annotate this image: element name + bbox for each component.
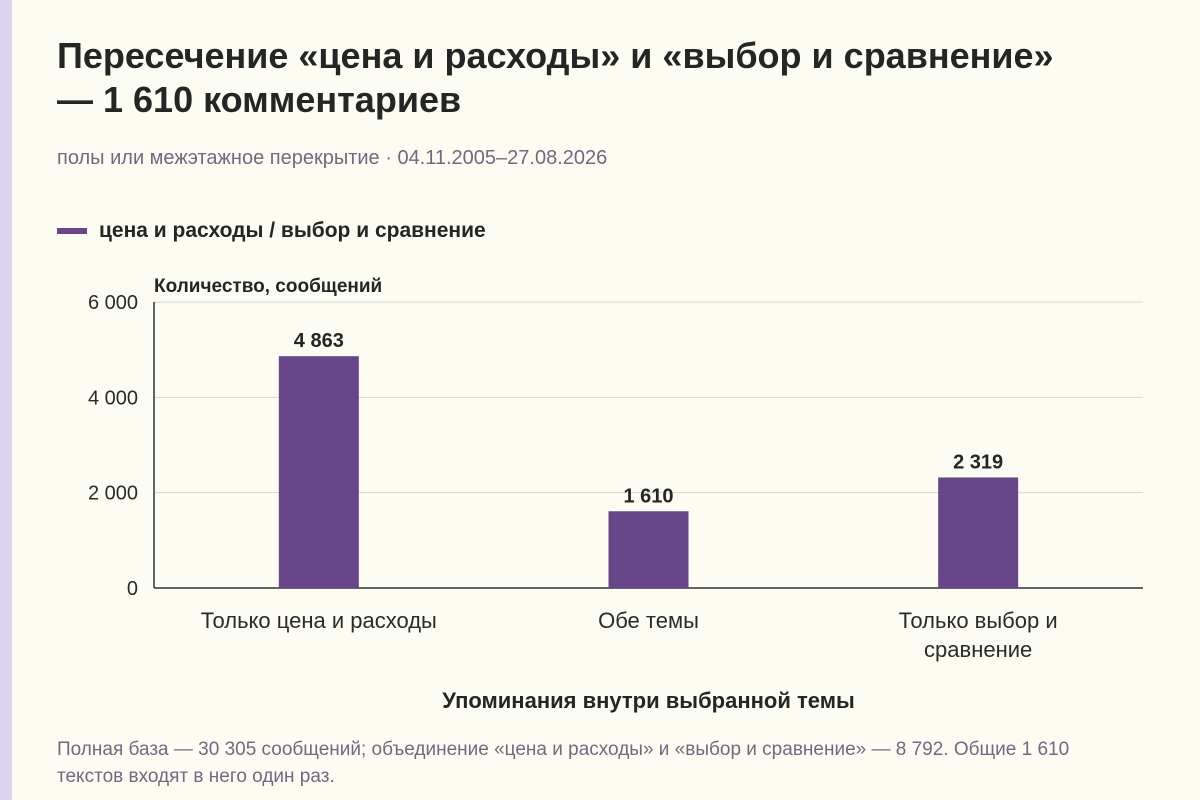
legend-swatch bbox=[57, 228, 87, 234]
bar-value-label: 1 610 bbox=[623, 485, 673, 507]
y-tick-label: 0 bbox=[127, 578, 138, 600]
bar bbox=[938, 477, 1019, 588]
legend: цена и расходы / выбор и сравнение bbox=[57, 219, 486, 243]
x-tick-label: Только выбор и сравнение bbox=[899, 608, 1058, 662]
bar-value-label: 4 863 bbox=[294, 330, 344, 352]
x-tick-label: Только цена и расходы bbox=[201, 608, 437, 633]
y-tick-label: 2 000 bbox=[88, 483, 138, 505]
x-tick-label: Обе темы bbox=[598, 608, 699, 633]
x-axis-label: Упоминания внутри выбранной темы bbox=[442, 688, 855, 713]
footnote: Полная база — 30 305 сообщений; объедине… bbox=[57, 739, 1070, 787]
bar bbox=[608, 511, 689, 588]
y-tick-label: 4 000 bbox=[88, 387, 138, 409]
bar bbox=[278, 356, 359, 588]
y-axis-label: Количество, сообщений bbox=[154, 276, 382, 297]
y-tick-label: 6 000 bbox=[88, 292, 138, 314]
chart-subtitle: полы или межэтажное перекрытие · 04.11.2… bbox=[57, 147, 608, 169]
left-accent-strip bbox=[0, 0, 12, 800]
bar-value-label: 2 319 bbox=[953, 451, 1003, 473]
chart-title: Пересечение «цена и расходы» и «выбор и … bbox=[57, 35, 1054, 120]
legend-label: цена и расходы / выбор и сравнение bbox=[99, 219, 486, 242]
